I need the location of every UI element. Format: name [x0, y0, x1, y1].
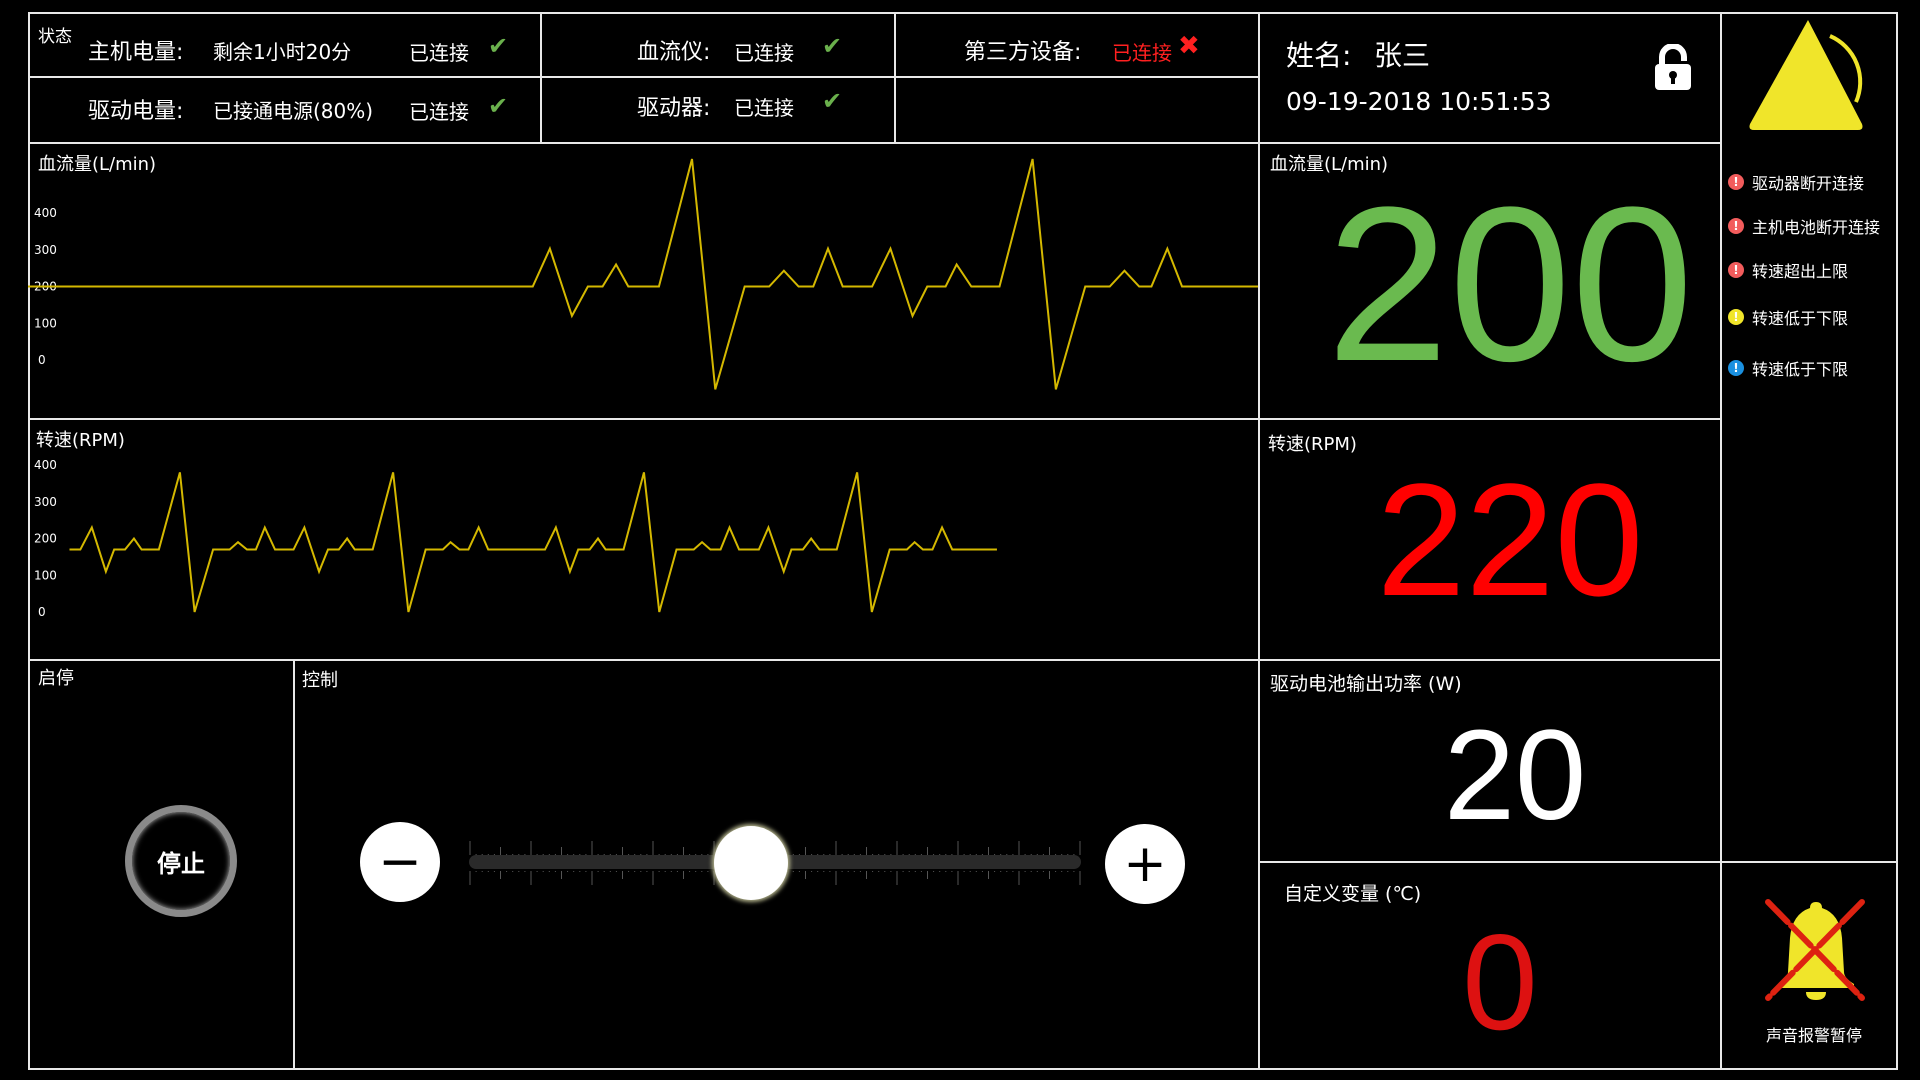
alert-icon: !	[1728, 262, 1744, 278]
status-col3-row2	[894, 76, 1260, 144]
y-tick-label: 0	[38, 353, 46, 367]
y-tick-label: 100	[34, 568, 57, 582]
power-value: 20	[1443, 704, 1587, 847]
drive-battery-value: 已接通电源(80%)	[213, 99, 374, 123]
alert-text: 主机电池断开连接	[1752, 218, 1881, 237]
flow-value: 200	[1326, 161, 1694, 407]
alert-panel	[1720, 12, 1898, 863]
rpm-chart: 400 300 200 100 0	[34, 458, 997, 619]
plus-icon: +	[1123, 834, 1167, 894]
status-title: 状态	[38, 27, 72, 47]
datetime: 09-19-2018 10:51:53	[1286, 87, 1552, 116]
y-tick-label: 0	[38, 605, 46, 619]
flowmeter-value: 已连接	[734, 41, 794, 65]
alert-text: 驱动器断开连接	[1752, 174, 1865, 193]
drive-conn-status: 已连接	[409, 100, 469, 124]
minus-icon: −	[378, 832, 422, 892]
alert-icon: !	[1728, 218, 1744, 234]
alert-text: 转速超出上限	[1752, 262, 1849, 281]
alert-item: ! 转速低于下限	[1728, 356, 1848, 380]
alert-item: ! 转速超出上限	[1728, 258, 1848, 282]
patient-name-label: 姓名:	[1286, 39, 1352, 72]
y-tick-label: 300	[34, 495, 57, 509]
rpm-value-title: 转速(RPM)	[1268, 434, 1357, 455]
flowmeter-label: 血流仪:	[637, 40, 711, 65]
flow-chart-title: 血流量(L/min)	[38, 154, 157, 175]
y-tick-label: 300	[34, 243, 57, 257]
flow-value-title: 血流量(L/min)	[1270, 154, 1389, 175]
y-tick-label: 400	[34, 458, 57, 472]
alert-item: ! 转速低于下限	[1728, 305, 1848, 329]
cross-icon: ✖	[1178, 31, 1200, 61]
third-party-label: 第三方设备:	[964, 40, 1082, 65]
series-line	[28, 158, 1258, 390]
muted-bell-icon[interactable]	[1764, 898, 1868, 1006]
stop-button-label: 停止	[157, 849, 205, 878]
unlock-icon[interactable]	[1653, 44, 1693, 92]
y-tick-label: 200	[34, 532, 57, 546]
y-tick-label: 100	[34, 316, 57, 330]
check-icon: ✔	[822, 87, 843, 115]
check-icon: ✔	[488, 92, 509, 120]
third-party-value: 已连接	[1112, 41, 1172, 65]
alert-icon: !	[1728, 309, 1744, 325]
series-line	[69, 472, 997, 613]
stop-button[interactable]: 停止	[125, 805, 237, 917]
alert-item: ! 驱动器断开连接	[1728, 170, 1864, 194]
driver-label: 驱动器:	[637, 96, 711, 121]
check-icon: ✔	[488, 32, 509, 60]
warning-triangle-icon	[1749, 20, 1863, 130]
status-col2-row2	[540, 76, 896, 144]
sound-pause-label: 声音报警暂停	[1766, 1026, 1863, 1045]
alert-icon: !	[1728, 174, 1744, 190]
alert-icon: !	[1728, 360, 1744, 376]
alert-text: 转速低于下限	[1752, 360, 1849, 379]
decrease-button[interactable]: −	[360, 822, 440, 902]
y-tick-label: 400	[34, 206, 57, 220]
drive-battery-label: 驱动电量:	[88, 99, 184, 124]
check-icon: ✔	[822, 32, 843, 60]
alert-item: ! 主机电池断开连接	[1728, 214, 1880, 238]
driver-value: 已连接	[734, 96, 794, 120]
control-title: 控制	[302, 670, 338, 691]
sound-panel	[1720, 861, 1898, 1070]
rpm-value: 220	[1376, 450, 1644, 629]
host-battery-value: 剩余1小时20分	[213, 40, 352, 64]
host-battery-label: 主机电量:	[88, 40, 184, 65]
patient-name: 张三	[1374, 39, 1431, 72]
rpm-chart-title: 转速(RPM)	[36, 430, 125, 451]
power-title: 驱动电池输出功率 (W)	[1270, 673, 1462, 695]
custom-title: 自定义变量 (℃)	[1284, 883, 1422, 905]
custom-value: 0	[1462, 906, 1538, 1058]
status-col2	[540, 12, 896, 78]
startstop-title: 启停	[38, 668, 74, 689]
alert-text: 转速低于下限	[1752, 309, 1849, 328]
slider-thumb[interactable]	[713, 826, 788, 900]
host-conn-status: 已连接	[409, 41, 469, 65]
increase-button[interactable]: +	[1105, 824, 1185, 904]
